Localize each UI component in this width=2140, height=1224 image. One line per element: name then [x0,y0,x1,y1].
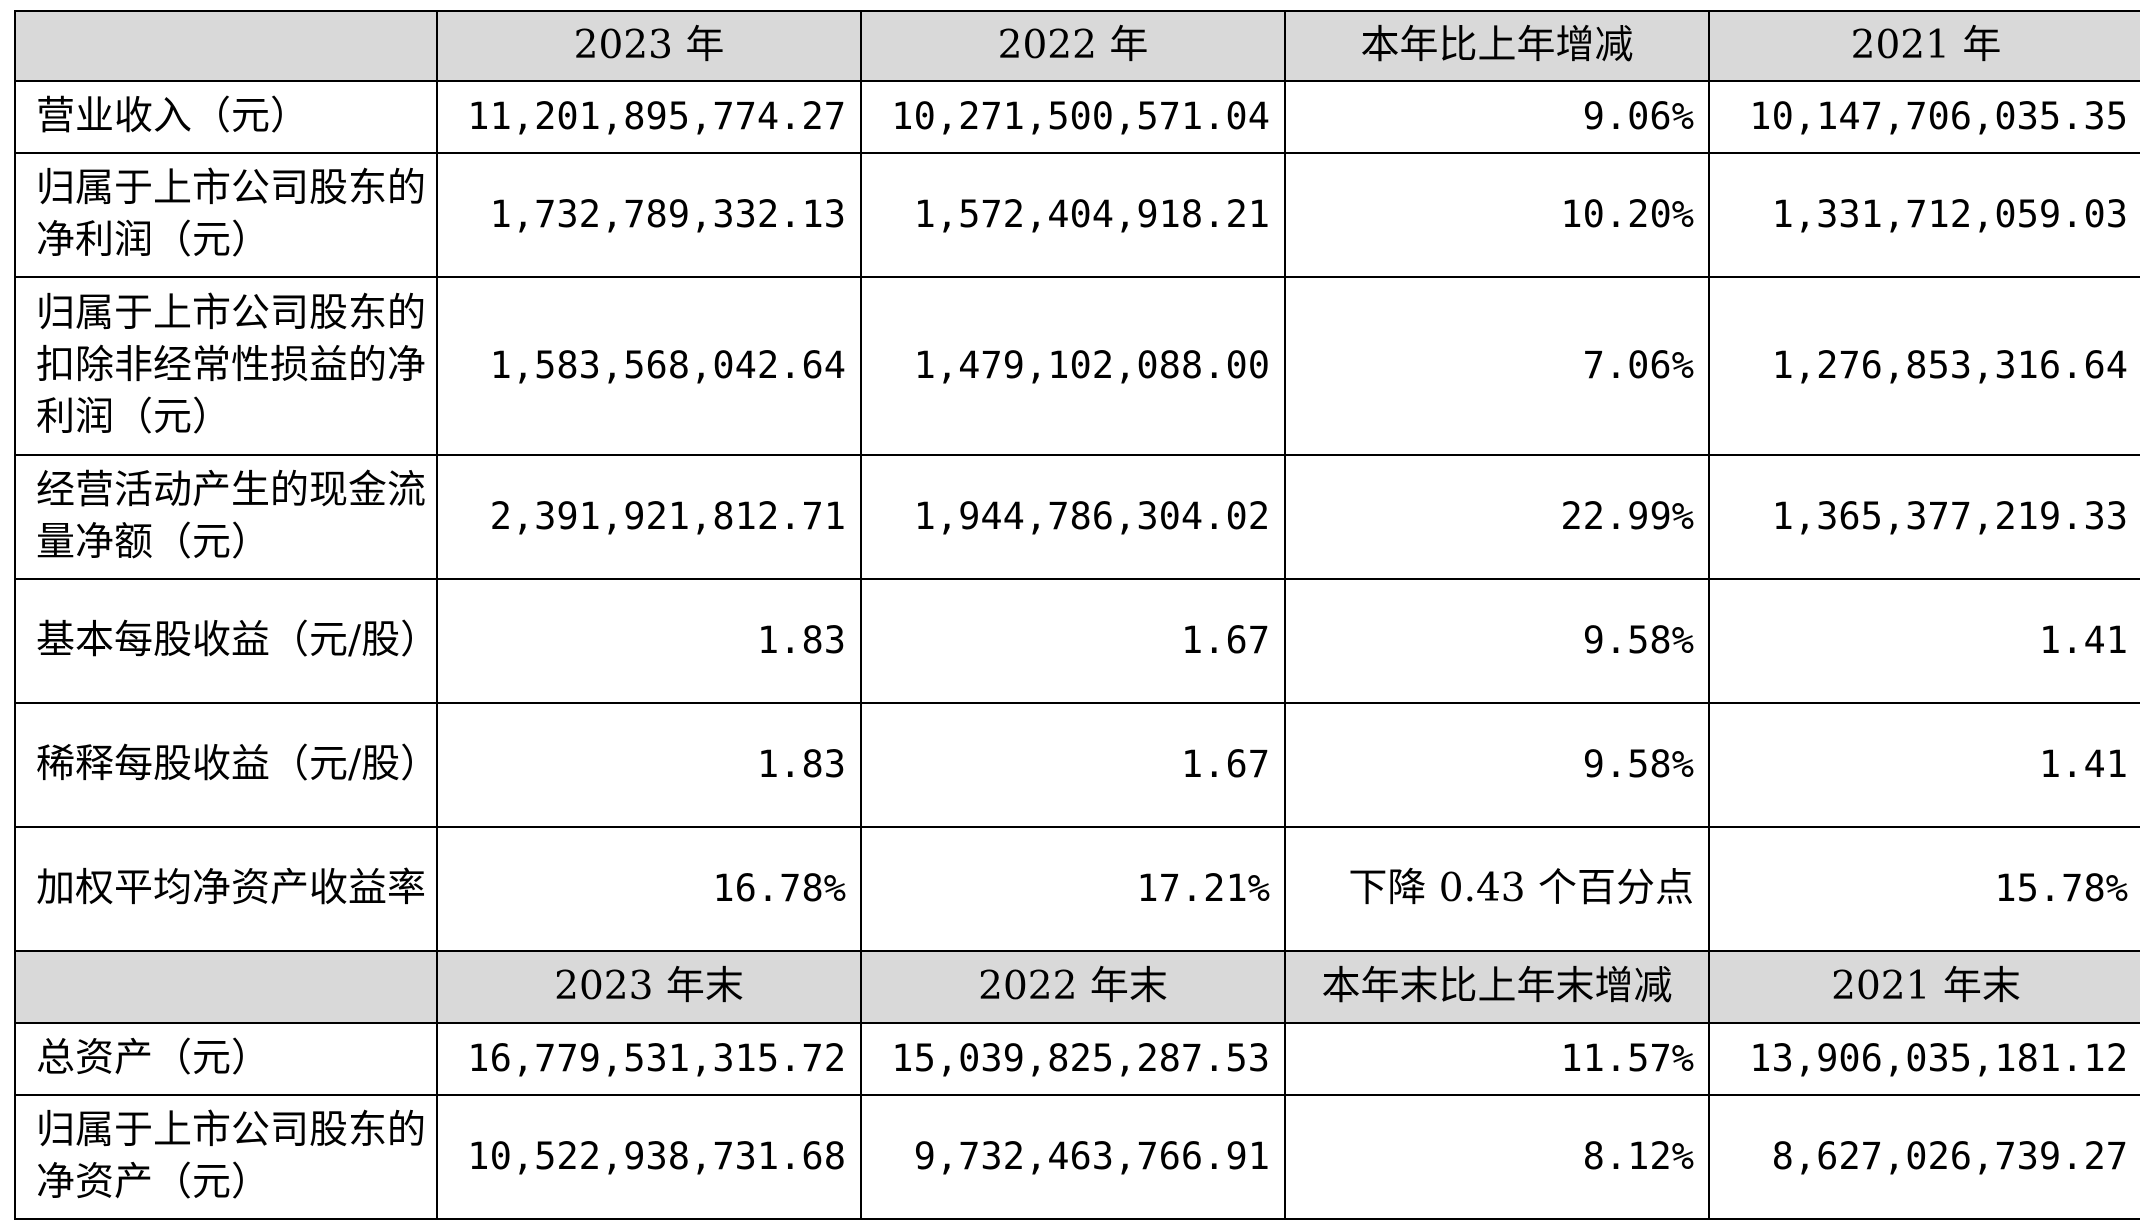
table-row: 稀释每股收益（元/股） 1.83 1.67 9.58% 1.41 [14,702,2140,828]
row-label: 归属于上市公司股东的扣除非经常性损益的净利润（元） [14,276,438,456]
table-header-row: 2023 年 2022 年 本年比上年增减 2021 年 [14,10,2140,82]
value-2023-end: 16,779,531,315.72 [436,1022,862,1096]
row-label: 加权平均净资产收益率 [14,826,438,952]
value-2022: 10,271,500,571.04 [860,80,1286,154]
value-2023: 16.78% [436,826,862,952]
value-2023-end: 10,522,938,731.68 [436,1094,862,1220]
value-yoy-change: 7.06% [1284,276,1710,456]
table-row: 基本每股收益（元/股） 1.83 1.67 9.58% 1.41 [14,578,2140,704]
value-2021: 15.78% [1708,826,2140,952]
value-yoy-change: 下降 0.43 个百分点 [1284,826,1710,952]
table-row: 总资产（元） 16,779,531,315.72 15,039,825,287.… [14,1022,2140,1096]
row-label: 总资产（元） [14,1022,438,1096]
table-row: 归属于上市公司股东的净资产（元） 10,522,938,731.68 9,732… [14,1094,2140,1220]
value-2022: 17.21% [860,826,1286,952]
table-row: 营业收入（元） 11,201,895,774.27 10,271,500,571… [14,80,2140,154]
header-cell-blank [14,10,438,82]
header-cell-yoy-change: 本年比上年增减 [1284,10,1710,82]
value-2022: 1.67 [860,702,1286,828]
table-row: 归属于上市公司股东的扣除非经常性损益的净利润（元） 1,583,568,042.… [14,276,2140,456]
value-2023: 11,201,895,774.27 [436,80,862,154]
value-yoy-change: 11.57% [1284,1022,1710,1096]
value-2021: 10,147,706,035.35 [1708,80,2140,154]
row-label: 归属于上市公司股东的净资产（元） [14,1094,438,1220]
value-2021: 1.41 [1708,702,2140,828]
value-yoy-change: 8.12% [1284,1094,1710,1220]
row-label: 经营活动产生的现金流量净额（元） [14,454,438,580]
value-yoy-change: 9.58% [1284,578,1710,704]
row-label: 基本每股收益（元/股） [14,578,438,704]
header-cell-2022-end: 2022 年末 [860,950,1286,1024]
row-label: 营业收入（元） [14,80,438,154]
value-2023: 2,391,921,812.71 [436,454,862,580]
value-2022: 1,944,786,304.02 [860,454,1286,580]
value-2023: 1,583,568,042.64 [436,276,862,456]
header-cell-2021-end: 2021 年末 [1708,950,2140,1024]
header-cell-yoy-change-end: 本年末比上年末增减 [1284,950,1710,1024]
value-2021: 1,365,377,219.33 [1708,454,2140,580]
header-cell-2021: 2021 年 [1708,10,2140,82]
value-2022-end: 15,039,825,287.53 [860,1022,1286,1096]
value-2021-end: 13,906,035,181.12 [1708,1022,2140,1096]
value-2022-end: 9,732,463,766.91 [860,1094,1286,1220]
row-label: 归属于上市公司股东的净利润（元） [14,152,438,278]
value-2023: 1,732,789,332.13 [436,152,862,278]
header-cell-2022: 2022 年 [860,10,1286,82]
value-2023: 1.83 [436,702,862,828]
value-2021-end: 8,627,026,739.27 [1708,1094,2140,1220]
financial-summary-table: 2023 年 2022 年 本年比上年增减 2021 年 营业收入（元） 11,… [14,10,2140,1220]
value-2021: 1,331,712,059.03 [1708,152,2140,278]
table-row: 加权平均净资产收益率 16.78% 17.21% 下降 0.43 个百分点 15… [14,826,2140,952]
value-yoy-change: 22.99% [1284,454,1710,580]
header-cell-2023-end: 2023 年末 [436,950,862,1024]
table-header-row: 2023 年末 2022 年末 本年末比上年末增减 2021 年末 [14,950,2140,1024]
value-2022: 1.67 [860,578,1286,704]
value-2021: 1.41 [1708,578,2140,704]
value-2022: 1,479,102,088.00 [860,276,1286,456]
value-yoy-change: 10.20% [1284,152,1710,278]
table-row: 归属于上市公司股东的净利润（元） 1,732,789,332.13 1,572,… [14,152,2140,278]
row-label: 稀释每股收益（元/股） [14,702,438,828]
table-row: 经营活动产生的现金流量净额（元） 2,391,921,812.71 1,944,… [14,454,2140,580]
value-2022: 1,572,404,918.21 [860,152,1286,278]
value-2023: 1.83 [436,578,862,704]
value-yoy-change: 9.06% [1284,80,1710,154]
header-cell-blank [14,950,438,1024]
value-2021: 1,276,853,316.64 [1708,276,2140,456]
header-cell-2023: 2023 年 [436,10,862,82]
value-yoy-change: 9.58% [1284,702,1710,828]
